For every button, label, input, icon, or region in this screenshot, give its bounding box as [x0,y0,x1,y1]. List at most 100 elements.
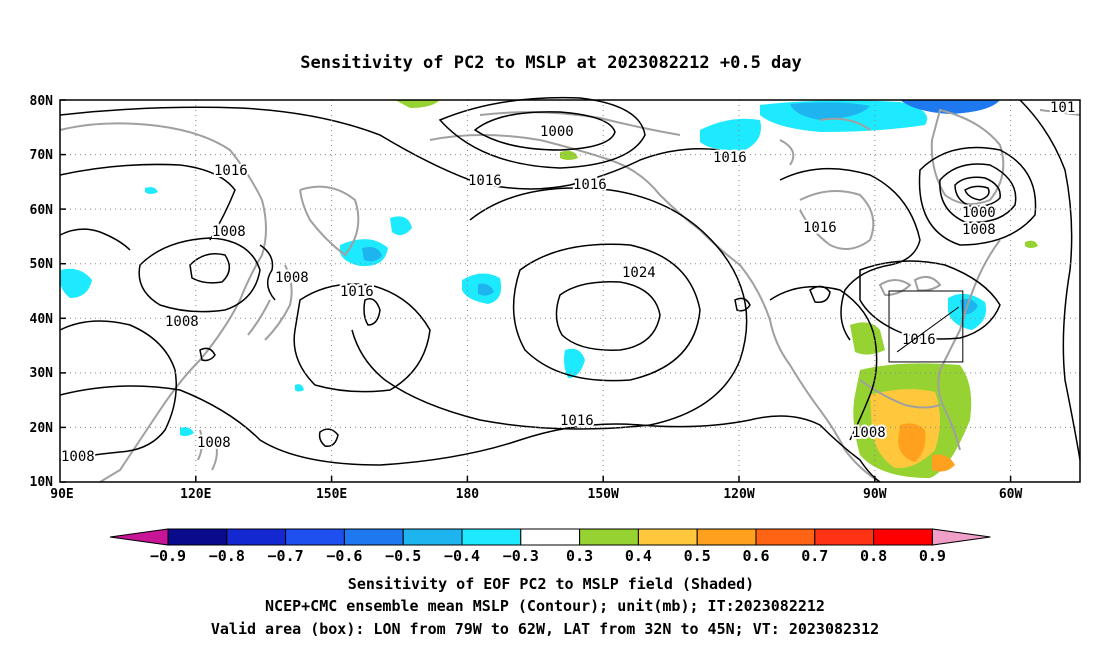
colorbar-box [520,528,581,546]
lon-label: 90E [50,487,73,502]
lon-label: 90W [863,487,887,502]
colorbar-box [226,528,287,546]
colorbar-tick-label: 0.9 [919,547,946,565]
contour-asia-south-1008 [59,320,177,461]
coastline-arctic-islands [779,109,1081,166]
contour-label: 1016 [340,284,374,300]
colorbar-tick-label: −0.7 [268,547,304,565]
lat-label: 60N [30,203,54,218]
contour-na-1008 [769,285,878,441]
lat-label: 50N [30,257,54,272]
colorbar-box [755,528,816,546]
coastline-alaska-north [479,111,681,136]
latitude-labels: 80N 70N 60N 50N 40N 30N 20N 10N [30,94,54,490]
coastline-philippines [197,429,218,471]
map-border [59,99,1081,483]
contour-subtropic-1016 [59,385,881,483]
caption-line-2: NCEP+CMC ensemble mean MSLP (Contour); u… [265,597,825,615]
contour-label: 1016 [468,173,502,189]
shade-negative-darkblue [900,100,1000,114]
colorbar-box [402,528,463,546]
isobar-contours [59,96,1081,483]
contour-east-asia-wiggle [59,228,276,301]
contour-label: 1000 [540,124,574,140]
contour-label: 1008 [212,224,246,240]
lon-label: 120W [723,487,754,502]
contour-label: 1024 [622,265,656,281]
lat-label: 30N [30,366,54,381]
contour-greenland-low [954,176,1001,208]
contour-east-right [1019,99,1081,461]
figure-title: Sensitivity of PC2 to MSLP at 2023082212… [300,53,802,73]
contour-na-1016 [779,167,921,341]
caption-line-1: Sensitivity of EOF PC2 to MSLP field (Sh… [348,575,754,593]
contour-na-small [199,285,831,448]
contour-pacific-high-1020 [512,243,701,382]
shade-positive-orange [898,423,955,472]
colorbar-tick-label: 0.6 [742,547,769,565]
lon-label: 180 [456,487,480,502]
contour-label: 1016 [573,177,607,193]
contour-asia-1008-inner [189,253,231,284]
colorbar-labels: −0.9 −0.8 −0.7 −0.6 −0.5 −0.4 −0.3 0.3 0.4 0.5 0.6… [150,547,946,565]
coastline-greenland [930,108,1005,205]
contour-greenland-low-3 [918,146,1037,246]
contour-label: 1016 [902,332,936,348]
contour-asia-1016 [59,163,236,241]
map-gridlines [60,100,1080,482]
colorbar-tick-label: −0.8 [209,547,245,565]
colorbar-tick-label: 0.5 [684,547,711,565]
colorbar-box [343,528,404,546]
colorbar-tick-label: −0.6 [326,547,362,565]
contour-asia-1008 [138,237,261,313]
coastline-great-lakes [878,275,942,297]
contour-label: 1008 [275,270,309,286]
contour-na-east-1016 [859,260,1001,340]
longitude-labels: 90E 120E 150E 180 150W 120W 90W 60W [50,487,1022,502]
contour-greenland-low-2 [939,163,1017,224]
contour-label: 1008 [852,425,886,441]
colorbar-tick-label: −0.5 [385,547,421,565]
colorbar-tick-label: −0.4 [444,547,480,565]
contour-label: 1008 [962,222,996,238]
colorbar-box [461,528,522,546]
valid-area-box [888,290,964,363]
colorbar-box [873,528,933,546]
colorbar-box [637,528,698,546]
colorbar: −0.9 −0.8 −0.7 −0.6 −0.5 −0.4 −0.3 0.3 0.4 0.5 0.6… [109,528,991,565]
lat-label: 10N [30,475,54,490]
contour-labels: 1000 1016 1016 1016 1016 1008 1008 1008 … [59,98,1077,467]
contour-label: 101 [1050,100,1075,116]
colorbar-box [285,528,345,546]
lat-label: 20N [30,421,54,436]
colorbar-box [814,528,875,546]
colorbar-tick-label: 0.3 [566,547,593,565]
colorbar-box [167,528,228,546]
colorbar-end-high [931,528,991,546]
contour-pacific-1016 [351,187,748,430]
colorbar-tick-label: −0.3 [503,547,539,565]
coastline-northamerica-west [739,264,881,483]
lon-label: 150W [588,487,619,502]
caption-line-3: Valid area (box): LON from 79W to 62W, L… [211,620,879,638]
lon-label: 60W [999,487,1023,502]
contour-label: 1000 [962,205,996,221]
colorbar-tick-label: −0.9 [150,547,186,565]
contour-west-pacific-1016 [293,283,431,393]
coastline-asia-east [59,122,267,483]
lat-label: 70N [30,148,54,163]
sensitivity-shading [60,100,1038,478]
contour-label: 1016 [560,413,594,429]
coastline-japan [247,264,293,341]
colorbar-end-low [109,528,169,546]
map-panel: 1000 1016 1016 1016 1016 1008 1008 1008 … [30,94,1081,502]
contour-greenland-low-4 [964,185,990,201]
lat-label: 40N [30,312,54,327]
contour-label: 1016 [214,163,248,179]
lon-label: 120E [180,487,211,502]
colorbar-tick-label: 0.8 [860,547,887,565]
coastline-hudson [799,190,875,250]
shade-positive-green [395,100,1038,478]
contour-label: 1008 [197,435,231,451]
